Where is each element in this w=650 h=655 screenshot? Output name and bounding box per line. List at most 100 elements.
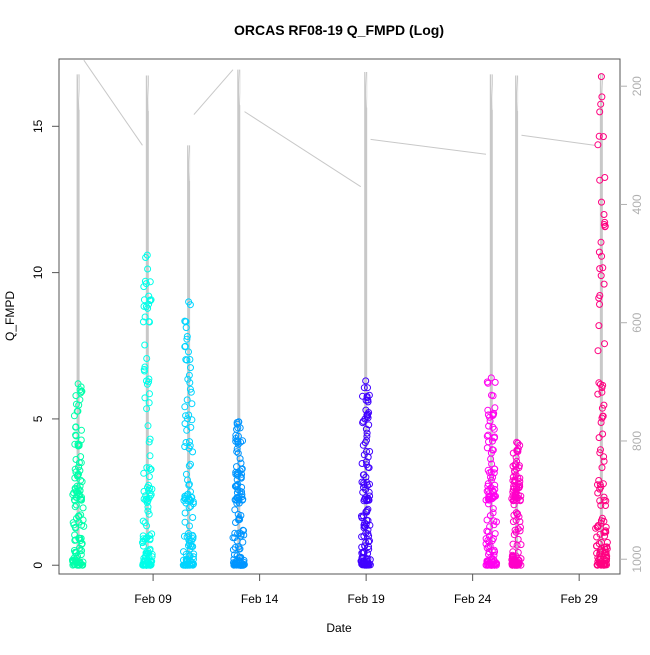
data-point: [364, 555, 372, 563]
data-point: [598, 464, 606, 472]
x-tick-label: Feb 29: [560, 592, 598, 606]
data-point: [71, 548, 79, 556]
data-point: [233, 445, 241, 453]
data-point: [514, 535, 522, 543]
data-point: [490, 521, 498, 529]
data-point: [516, 482, 524, 490]
data-point-max: [487, 374, 495, 382]
data-point: [76, 534, 84, 542]
data-point: [596, 546, 604, 554]
data-point: [483, 432, 491, 440]
data-point: [595, 132, 603, 140]
data-point: [145, 464, 153, 472]
data-point: [600, 457, 608, 465]
data-point: [360, 524, 368, 532]
data-point: [140, 495, 148, 503]
data-point: [366, 480, 373, 488]
data-point: [145, 486, 152, 494]
data-point: [514, 439, 522, 447]
data-point: [141, 341, 149, 349]
data-point: [601, 550, 609, 558]
data-point: [485, 486, 492, 494]
data-point: [231, 544, 239, 551]
data-point: [233, 537, 241, 545]
data-point: [490, 469, 498, 477]
data-point: [596, 449, 604, 457]
data-point: [484, 537, 492, 544]
data-point: [363, 394, 371, 402]
data-point: [187, 388, 195, 396]
data-point: [146, 390, 153, 398]
data-point: [489, 473, 497, 481]
data-point: [516, 527, 524, 535]
data-point: [185, 348, 192, 356]
data-point: [143, 464, 151, 472]
y-axis-label: Q_FMPD: [3, 291, 17, 341]
data-point: [364, 398, 372, 406]
data-point: [362, 406, 370, 414]
data-point: [365, 488, 373, 496]
data-point: [489, 509, 497, 517]
data-point: [599, 133, 607, 141]
data-point: [147, 296, 155, 304]
data-point: [485, 490, 493, 498]
y2-tick-label: 1000: [630, 546, 644, 573]
pressure-connector: [370, 138, 487, 155]
data-point-max: [597, 73, 605, 81]
data-point: [487, 560, 495, 568]
data-point: [484, 561, 492, 569]
data-point: [512, 561, 520, 569]
data-point: [78, 478, 86, 486]
data-point: [490, 425, 498, 433]
data-point: [598, 198, 605, 206]
data-point: [595, 294, 603, 302]
data-point: [144, 422, 152, 430]
data-point: [72, 456, 80, 463]
data-point: [488, 561, 496, 569]
data-point: [144, 497, 152, 505]
data-point: [77, 436, 85, 444]
data-point: [78, 493, 85, 501]
data-point: [597, 100, 605, 108]
data-point: [365, 545, 373, 553]
data-point: [603, 538, 611, 546]
data-point: [593, 523, 601, 531]
data-point: [597, 446, 604, 454]
data-point: [602, 523, 610, 531]
data-point: [600, 517, 608, 525]
data-point: [78, 426, 85, 434]
data-point: [490, 517, 498, 525]
data-point: [185, 371, 193, 379]
data-point: [186, 522, 193, 530]
data-point: [600, 493, 608, 501]
data-point: [181, 403, 189, 411]
pressure-trace-highlight: [77, 74, 80, 110]
data-point: [597, 238, 605, 246]
pressure-layer: [83, 59, 596, 188]
series-rf12: [357, 71, 374, 569]
data-point: [184, 490, 192, 498]
data-point: [601, 532, 609, 540]
data-point: [186, 385, 194, 393]
data-point: [365, 391, 373, 399]
data-point: [483, 516, 491, 524]
data-point: [359, 561, 366, 569]
data-point: [70, 561, 78, 568]
data-point: [598, 93, 606, 101]
data-point: [360, 471, 368, 479]
data-point: [146, 435, 154, 443]
pressure-trace-highlight: [490, 74, 494, 110]
data-point: [509, 477, 517, 485]
data-point-max: [235, 418, 243, 426]
data-point: [139, 532, 147, 540]
data-point: [491, 530, 499, 538]
data-point: [484, 379, 492, 387]
data-point: [360, 549, 368, 556]
data-point: [366, 448, 374, 455]
data-point: [597, 272, 605, 280]
data-point: [596, 481, 604, 489]
data-point: [76, 386, 84, 394]
data-point: [140, 487, 148, 495]
data-point: [596, 497, 604, 505]
